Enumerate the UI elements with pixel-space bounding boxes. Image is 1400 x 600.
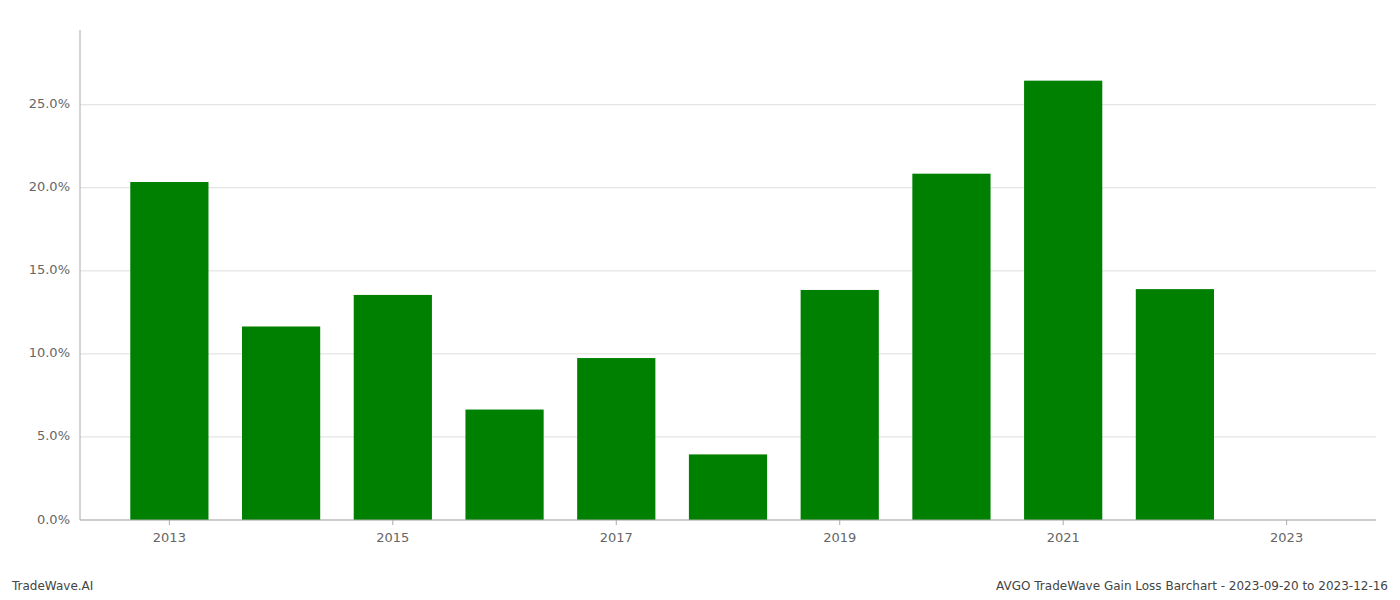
bar: [801, 290, 879, 520]
y-tick-label: 20.0%: [29, 179, 70, 194]
bar: [577, 358, 655, 520]
x-tick: [616, 520, 617, 525]
grid-line: [80, 270, 1376, 271]
x-tick: [1063, 520, 1064, 525]
bar: [1136, 289, 1214, 520]
bar: [130, 182, 208, 520]
grid-line: [80, 520, 1376, 521]
x-tick-label: 2023: [1270, 530, 1303, 545]
x-tick-label: 2013: [153, 530, 186, 545]
x-tick: [1286, 520, 1287, 525]
bar: [689, 454, 767, 520]
x-tick: [839, 520, 840, 525]
x-tick: [169, 520, 170, 525]
y-tick-label: 0.0%: [37, 512, 70, 527]
y-tick-label: 15.0%: [29, 262, 70, 277]
y-tick-label: 5.0%: [37, 428, 70, 443]
bar: [1024, 81, 1102, 520]
x-tick-label: 2015: [376, 530, 409, 545]
chart: 0.0% 5.0% 10.0% 15.0% 20.0% 25.0% 2013 2015 2017…: [0, 0, 1400, 600]
y-axis-line: [80, 30, 81, 520]
footer-right: AVGO TradeWave Gain Loss Barchart - 2023…: [996, 579, 1388, 593]
y-tick-label: 10.0%: [29, 345, 70, 360]
bar: [465, 410, 543, 520]
grid-line: [80, 104, 1376, 105]
footer-left: TradeWave.AI: [11, 579, 93, 593]
x-tick-label: 2017: [600, 530, 633, 545]
bar: [242, 326, 320, 520]
bars: [130, 81, 1214, 520]
y-tick-label: 25.0%: [29, 96, 70, 111]
x-tick: [392, 520, 393, 525]
bar: [354, 295, 432, 520]
x-tick-label: 2021: [1047, 530, 1080, 545]
y-grid: [80, 105, 1376, 520]
x-axis-line: [80, 520, 1376, 521]
grid-line: [80, 187, 1376, 188]
bar: [912, 174, 990, 520]
x-tick-label: 2019: [823, 530, 856, 545]
